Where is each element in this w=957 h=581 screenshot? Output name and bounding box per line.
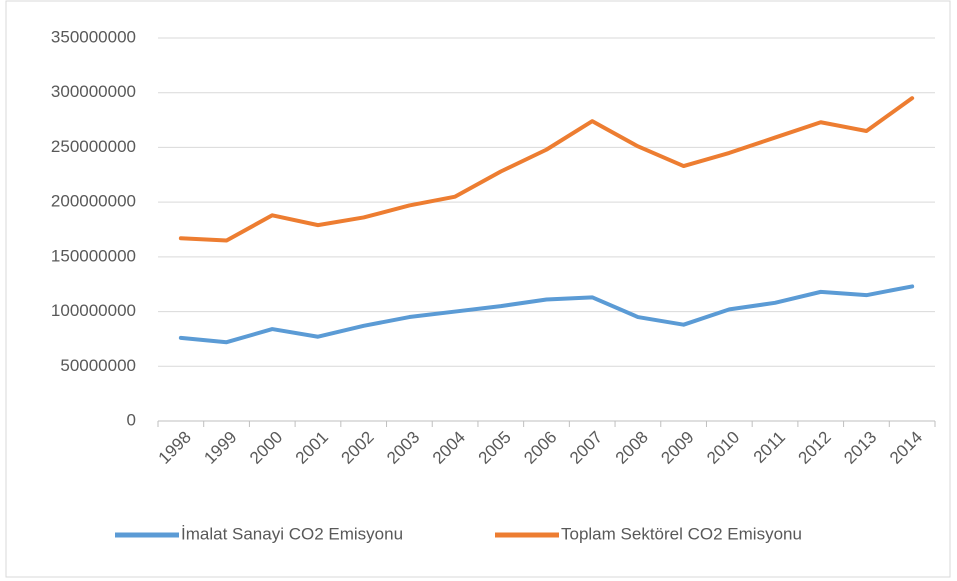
y-tick-label: 200000000 [51,192,136,211]
y-tick-label: 250000000 [51,137,136,156]
y-tick-label: 100000000 [51,301,136,320]
y-tick-label: 50000000 [60,356,136,375]
y-tick-label: 300000000 [51,82,136,101]
series-line [178,284,915,345]
y-tick-label: 0 [127,410,136,429]
legend-label: İmalat Sanayi CO2 Emisyonu [181,524,403,543]
y-tick-label: 350000000 [51,27,136,46]
legend-label: Toplam Sektörel CO2 Emisyonu [561,524,802,543]
y-tick-label: 150000000 [51,246,136,265]
series-line [178,96,915,243]
chart-border [5,0,951,578]
